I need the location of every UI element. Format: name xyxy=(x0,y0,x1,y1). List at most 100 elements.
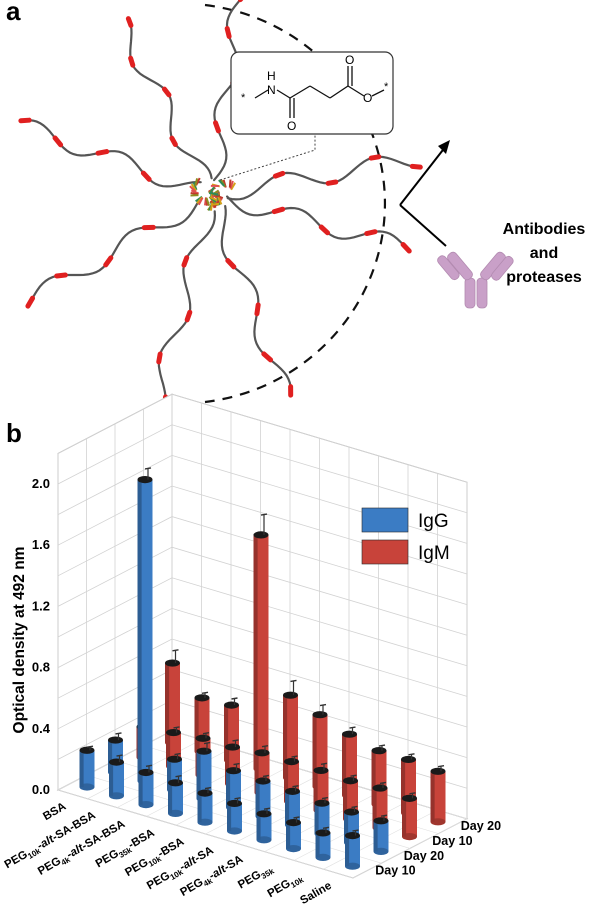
bar-shade xyxy=(166,732,171,767)
peg-arm xyxy=(26,200,200,308)
peg-arm xyxy=(19,119,202,188)
bar-top xyxy=(167,755,182,763)
error-cap xyxy=(144,467,152,470)
bar-top xyxy=(79,746,95,754)
antibody-text-line-3: proteases xyxy=(506,269,582,286)
error-cap xyxy=(234,797,241,800)
peg-segment xyxy=(103,255,114,268)
bar-top xyxy=(225,743,240,751)
day-label: Day 10 xyxy=(375,864,415,878)
error-cap xyxy=(204,786,212,790)
bar-top xyxy=(402,794,417,802)
category-label: BSA xyxy=(41,801,68,824)
error-cap xyxy=(263,807,271,810)
error-cap xyxy=(352,829,359,832)
error-cap xyxy=(319,703,327,707)
legend-swatch xyxy=(361,539,409,565)
bar-shade xyxy=(194,697,199,752)
bar-shade xyxy=(197,793,202,823)
core-atom xyxy=(211,202,220,206)
bar-top xyxy=(166,728,181,737)
core-atom xyxy=(230,182,237,191)
core-atom xyxy=(194,178,199,187)
error-cap xyxy=(350,774,357,777)
error-cap xyxy=(202,731,210,735)
atom-o-amide: O xyxy=(287,119,296,133)
bar-top xyxy=(254,749,270,757)
core-atom xyxy=(190,183,197,192)
error-cap xyxy=(408,753,415,756)
polymer-illustration: * H N O O O * xyxy=(18,0,514,408)
legend: IgG IgM xyxy=(361,507,450,565)
bar-top xyxy=(344,808,359,816)
error-cap xyxy=(378,744,386,747)
core-atom xyxy=(205,197,211,206)
atom-o-ester: O xyxy=(363,91,372,105)
peg-arm xyxy=(213,0,242,182)
bar-shade xyxy=(225,747,230,784)
bar-shade xyxy=(165,663,170,743)
peg-segment xyxy=(213,120,221,134)
bar-top xyxy=(315,829,331,837)
panel-a-label: a xyxy=(6,0,21,26)
bar xyxy=(137,467,153,785)
peg-segment xyxy=(325,179,339,186)
peg-segment xyxy=(161,86,172,98)
peg-segment xyxy=(95,149,110,156)
bar-top xyxy=(195,734,211,742)
bar-top xyxy=(312,711,328,719)
error-cap xyxy=(172,649,179,652)
bar-top xyxy=(286,818,301,827)
bar-shade xyxy=(345,835,350,867)
bar-top xyxy=(224,701,239,709)
antibodies-proteases-label: Antibodies and proteases xyxy=(488,218,600,290)
y-tick-label: 1.2 xyxy=(32,598,50,613)
day-label: Day 10 xyxy=(432,834,472,848)
bar-shade xyxy=(108,740,113,773)
peg-segment xyxy=(140,170,152,182)
peg-arm xyxy=(127,17,213,180)
day-label: Day 20 xyxy=(404,849,444,863)
core-atom xyxy=(229,180,234,189)
bar-shade xyxy=(284,761,289,802)
peg-segment xyxy=(254,302,261,317)
error-cap xyxy=(145,764,153,768)
bar xyxy=(345,829,360,870)
y-tick-label: 0.4 xyxy=(32,721,51,736)
legend-label: IgG xyxy=(418,511,449,532)
bar xyxy=(168,774,183,818)
bars xyxy=(79,467,446,870)
error-cap xyxy=(116,754,123,757)
bar-shade xyxy=(253,534,258,769)
bar-top xyxy=(343,777,358,785)
bar-top xyxy=(168,779,183,787)
bar-shade xyxy=(226,770,231,808)
atom-star-right: * xyxy=(384,81,389,93)
bar-top xyxy=(401,755,416,764)
bar-top xyxy=(194,694,210,702)
y-tick-label: 0.0 xyxy=(32,782,50,797)
atom-star-left: * xyxy=(241,92,246,104)
error-cap xyxy=(320,762,328,765)
error-cap xyxy=(260,513,268,516)
bar xyxy=(197,786,213,826)
peg-segment xyxy=(400,242,412,254)
bar xyxy=(315,826,331,862)
bar-top xyxy=(138,768,154,777)
core-atom xyxy=(228,179,232,188)
bar-top xyxy=(285,787,300,795)
error-cap xyxy=(232,739,239,742)
bar-top xyxy=(137,475,153,484)
bar-top xyxy=(313,766,329,775)
core-atom xyxy=(218,179,225,187)
error-cap xyxy=(380,814,388,817)
atom-h: H xyxy=(267,69,276,83)
core-atom xyxy=(217,196,223,205)
bar xyxy=(138,764,154,809)
core-atom xyxy=(209,196,218,202)
bar-shade xyxy=(430,771,435,822)
legend-label: IgM xyxy=(418,543,450,564)
bar xyxy=(227,797,242,835)
peg-segment xyxy=(364,229,378,237)
